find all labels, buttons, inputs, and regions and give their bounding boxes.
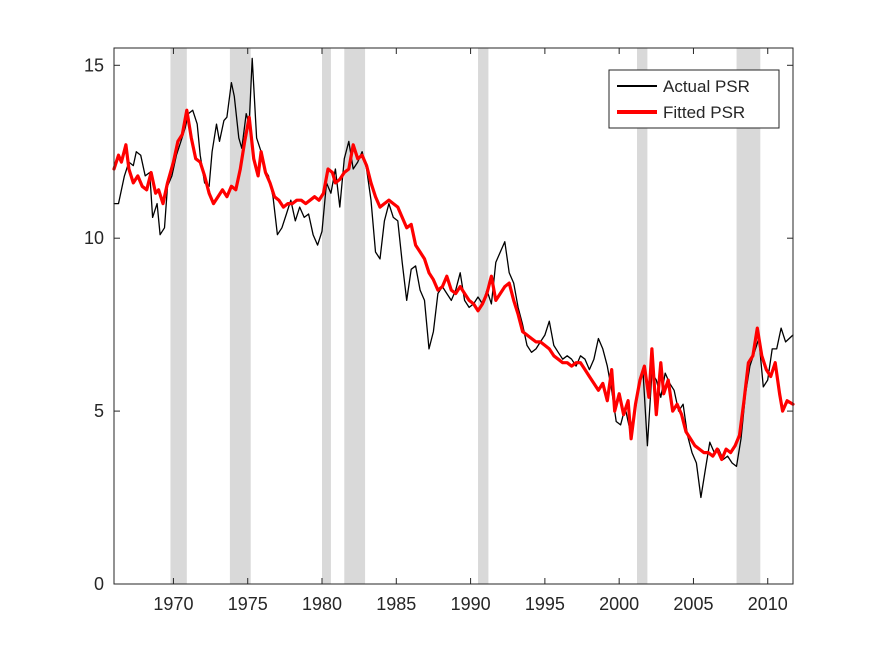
recession-band-5 [478, 48, 489, 584]
x-tick-label-1995: 1995 [525, 594, 565, 614]
x-axis-ticks: 1970 1975 1980 1985 1990 1995 2000 2005 2010 [153, 48, 788, 614]
x-tick-label-1975: 1975 [228, 594, 268, 614]
y-tick-label-5: 5 [94, 401, 104, 421]
recession-band-3 [322, 48, 331, 584]
x-tick-label-1970: 1970 [153, 594, 193, 614]
recession-band-7 [736, 48, 761, 584]
legend-box [608, 69, 780, 129]
recession-band-6 [636, 48, 648, 584]
fitted-psr-line [112, 108, 795, 462]
y-tick-label-10: 10 [84, 228, 104, 248]
y-tick-label-15: 15 [84, 55, 104, 75]
plot-frame [113, 47, 794, 585]
legend: Actual PSR Fitted PSR [608, 69, 780, 129]
series-lines [112, 57, 795, 499]
x-tick-label-2010: 2010 [748, 594, 788, 614]
legend-label-fitted: Fitted PSR [663, 103, 745, 122]
legend-label-actual: Actual PSR [663, 77, 750, 96]
x-tick-label-1990: 1990 [451, 594, 491, 614]
recession-band-4 [344, 48, 366, 584]
x-tick-label-1985: 1985 [376, 594, 416, 614]
x-tick-label-1980: 1980 [302, 594, 342, 614]
recession-band-1 [170, 48, 187, 584]
recession-band-2 [229, 48, 251, 584]
y-axis-ticks: 0 5 10 15 [84, 55, 793, 594]
recession-bands [170, 48, 761, 584]
x-tick-label-2000: 2000 [599, 594, 639, 614]
x-tick-label-2005: 2005 [673, 594, 713, 614]
y-tick-label-0: 0 [94, 574, 104, 594]
